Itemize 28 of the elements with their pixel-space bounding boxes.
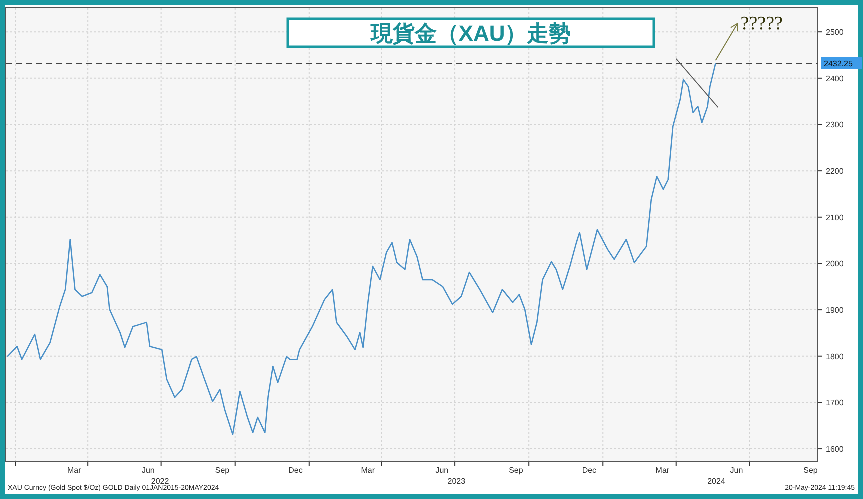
line-series (6, 62, 716, 436)
ref-line-label: 2432.25 (824, 59, 854, 68)
y-tick-label: 2300 (826, 120, 844, 130)
y-tick-label: 2400 (826, 74, 844, 84)
x-tick-label: Jun (730, 466, 744, 475)
y-tick-label: 1600 (826, 445, 844, 454)
x-tick-label: Mar (68, 466, 82, 475)
annotation: ????? (740, 14, 783, 35)
x-tick-label: Dec (288, 466, 303, 475)
x-tick-label: Sep (215, 466, 230, 475)
y-tick-label: 2100 (826, 213, 844, 222)
text: 2022 (151, 477, 170, 486)
x-tick-label: Mar (361, 466, 376, 475)
x-tick-label: Dec (582, 466, 597, 475)
y-tick-label: 2000 (826, 260, 844, 269)
text: 現貨金（XAU）走勢 (370, 21, 572, 46)
x-tick-label: Sep (804, 466, 818, 475)
x-tick-label: Jun (142, 466, 155, 475)
y-tick-label: 1700 (826, 398, 844, 408)
y-tick-label: 1800 (826, 352, 844, 362)
x-tick-label: Jun (436, 466, 449, 475)
x-tick-label: Sep (509, 466, 524, 475)
y-tick-label: 1900 (826, 306, 844, 316)
y-tick-label: 2500 (826, 28, 844, 38)
text: 2024 (708, 477, 726, 486)
text: 2023 (448, 477, 466, 486)
y-tick-label: 2200 (826, 167, 844, 176)
x-tick-label: Mar (656, 466, 670, 475)
